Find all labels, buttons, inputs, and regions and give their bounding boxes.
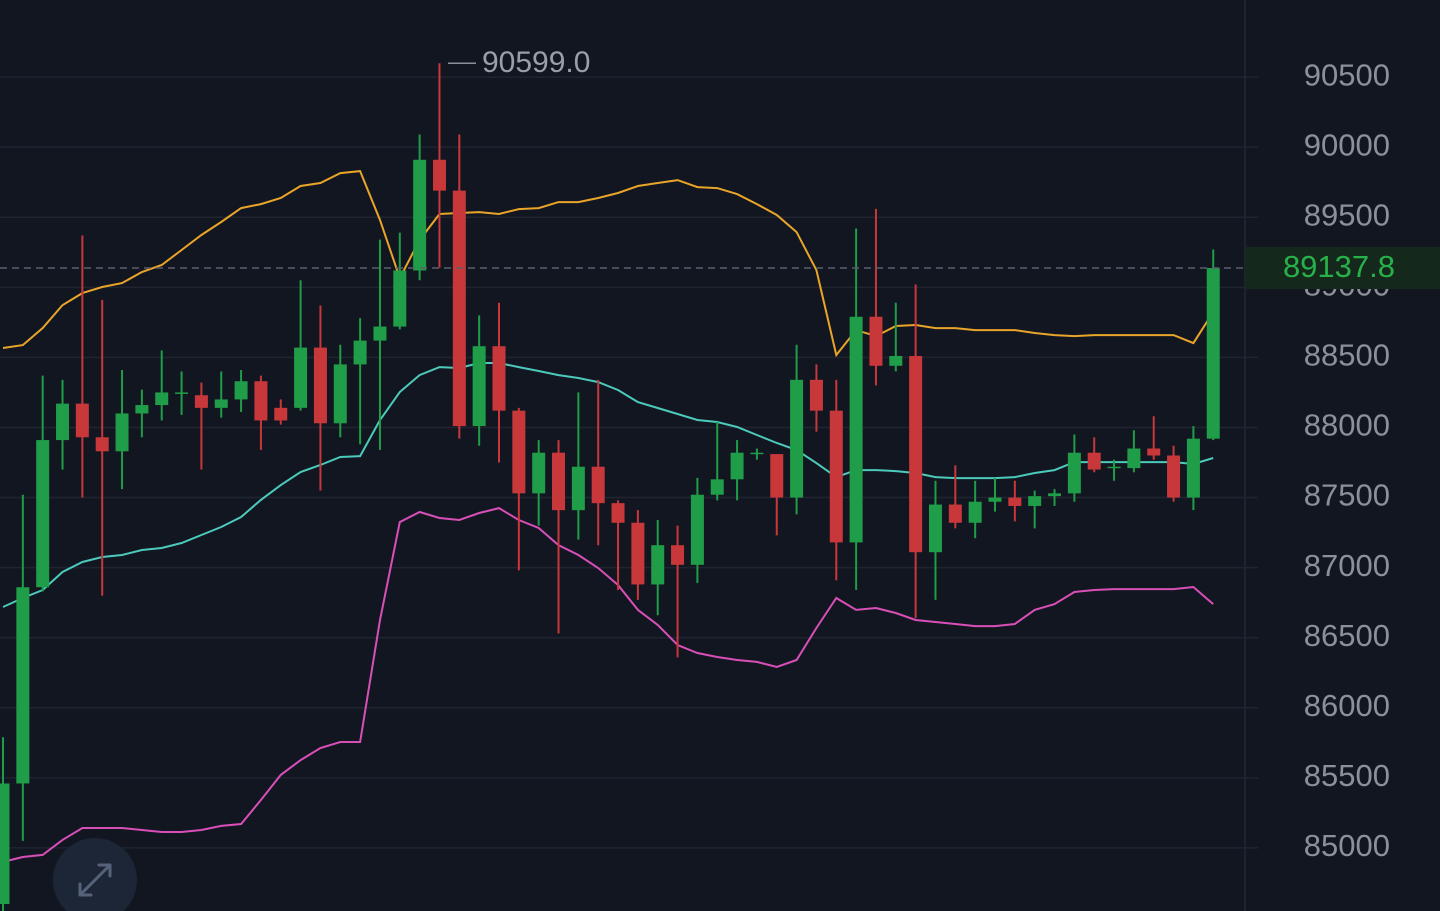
expand-icon[interactable] <box>78 863 112 897</box>
candle-body <box>690 494 704 565</box>
y-tick-label: 87500 <box>1304 478 1390 513</box>
candle-body <box>373 326 387 341</box>
y-tick-label: 90500 <box>1304 57 1390 92</box>
candle-body <box>1067 452 1081 494</box>
candle-body <box>1186 438 1200 498</box>
candle-body <box>631 522 645 585</box>
candle-body <box>1028 496 1042 506</box>
candle-body <box>274 407 288 421</box>
y-tick-label: 90000 <box>1304 127 1390 162</box>
candle-body <box>611 503 625 523</box>
high-label: 90599.0 <box>482 46 590 79</box>
candle-body <box>214 399 228 408</box>
candle-body <box>294 347 308 408</box>
candle-body <box>1087 452 1101 470</box>
candle-body <box>928 504 942 553</box>
y-tick-label: 86000 <box>1304 688 1390 723</box>
candle-body <box>95 437 109 452</box>
candle-body <box>1048 493 1062 497</box>
y-tick-label: 88500 <box>1304 338 1390 373</box>
band-middle <box>2 362 1214 608</box>
y-tick-label: 89500 <box>1304 197 1390 232</box>
candle-body <box>56 403 70 441</box>
candle-body <box>869 316 883 366</box>
candle-body <box>254 381 268 421</box>
candle-body <box>0 783 10 904</box>
last-price-label: 89137.8 <box>1283 249 1395 284</box>
candle-body <box>36 440 50 588</box>
candle-body <box>552 452 566 511</box>
button-circle[interactable] <box>53 838 137 911</box>
candle-body <box>1167 455 1181 498</box>
candle-body <box>730 452 744 480</box>
candle-body <box>492 346 506 411</box>
candle-body <box>1008 497 1022 506</box>
candle-body <box>353 340 367 365</box>
y-tick-label: 87000 <box>1304 548 1390 583</box>
candle-body <box>1147 448 1161 456</box>
candles <box>0 63 1220 911</box>
candle-body <box>651 545 665 585</box>
candle-body <box>413 159 427 271</box>
candle-body <box>194 395 208 408</box>
candle-body <box>671 545 685 565</box>
candle-body <box>829 410 843 543</box>
candle-body <box>313 347 327 424</box>
candle-body <box>472 346 486 427</box>
candle-body <box>432 159 446 191</box>
last-price-box <box>1245 247 1440 290</box>
grid: 85000 85500 86000 86500 87000 87500 88000 88500… <box>0 57 1390 863</box>
candle-body <box>770 454 784 498</box>
candle-body <box>333 364 347 424</box>
candle-body <box>452 190 466 427</box>
candle-body <box>393 270 407 327</box>
candle-body <box>968 501 982 523</box>
y-tick-label: 88000 <box>1304 408 1390 443</box>
bands <box>2 170 1215 863</box>
candle-body <box>234 381 248 400</box>
candle-body <box>809 379 823 411</box>
candle-body <box>1127 448 1141 469</box>
y-tick-label: 85500 <box>1304 758 1390 793</box>
candle-body <box>988 497 1002 502</box>
candle-body <box>115 413 129 452</box>
candle-body <box>591 466 605 504</box>
candle-body <box>512 410 526 494</box>
candle-body <box>135 405 149 414</box>
candle-body <box>571 466 585 511</box>
candle-body <box>155 392 169 406</box>
candle-body <box>889 355 903 366</box>
fullscreen-button[interactable] <box>53 838 137 911</box>
candle-body <box>849 316 863 543</box>
candle-body <box>16 587 30 784</box>
candle-body <box>909 355 923 553</box>
y-tick-label: 85000 <box>1304 828 1390 863</box>
candle-body <box>710 479 724 495</box>
candle-body <box>750 452 764 455</box>
overlay: 90599.0 89137.8 <box>0 46 1440 290</box>
candle-body <box>948 504 962 523</box>
candle-body <box>1107 466 1121 469</box>
candle-body <box>75 403 89 438</box>
band-upper <box>2 170 1215 358</box>
candle-body <box>1206 268 1220 439</box>
band-lower <box>2 507 1214 863</box>
candle-body <box>790 379 804 498</box>
candle-body <box>532 452 546 494</box>
y-tick-label: 86500 <box>1304 618 1390 653</box>
candle-body <box>175 392 189 394</box>
